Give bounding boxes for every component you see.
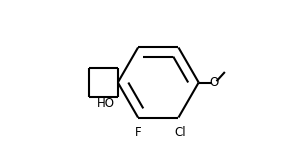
Text: HO: HO: [97, 98, 115, 110]
Text: O: O: [210, 76, 219, 89]
Text: Cl: Cl: [174, 126, 186, 139]
Text: F: F: [135, 126, 141, 139]
